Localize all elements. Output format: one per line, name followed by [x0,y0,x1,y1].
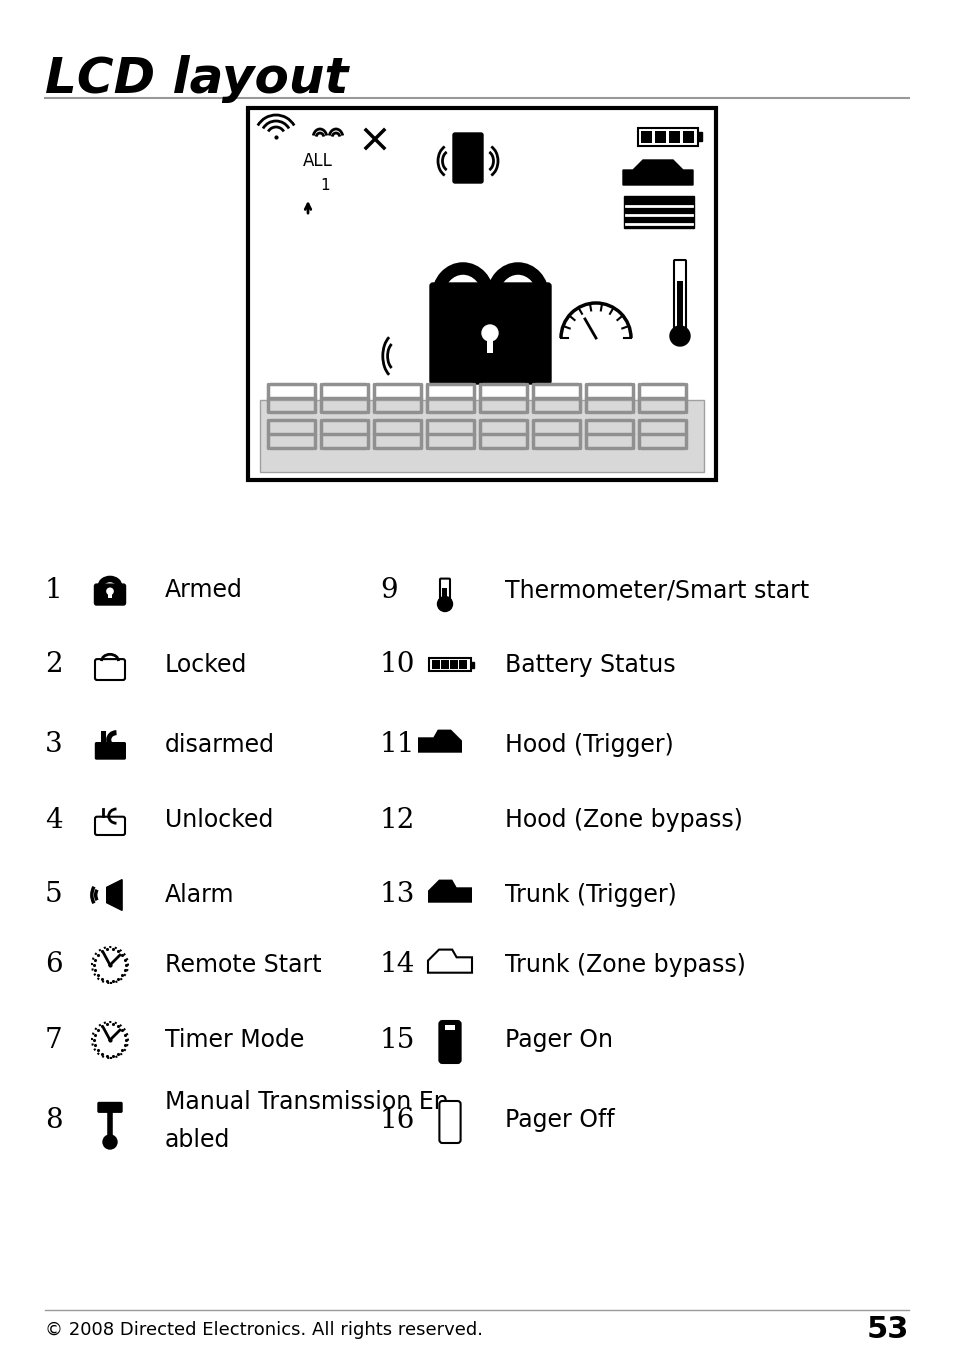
Text: Battery Status: Battery Status [504,654,675,677]
Text: 10: 10 [379,651,416,678]
Text: ALL: ALL [303,152,333,170]
Text: 5: 5 [45,882,63,909]
FancyBboxPatch shape [98,1102,122,1112]
Text: Locked: Locked [165,654,247,677]
Text: 2: 2 [45,651,63,678]
Text: Timer Mode: Timer Mode [165,1027,304,1052]
Text: abled: abled [165,1128,230,1152]
FancyBboxPatch shape [284,313,305,342]
Text: Hood (Zone bypass): Hood (Zone bypass) [504,809,742,832]
FancyBboxPatch shape [673,260,685,337]
Text: 4: 4 [45,806,63,833]
Text: Thermometer/Smart start: Thermometer/Smart start [504,578,808,602]
Text: Trunk (Trigger): Trunk (Trigger) [504,883,676,906]
FancyBboxPatch shape [440,660,449,669]
Circle shape [437,597,452,612]
Text: 53: 53 [865,1316,908,1344]
Text: Remote Start: Remote Start [165,953,321,977]
Text: 14: 14 [379,951,415,978]
FancyBboxPatch shape [444,1025,455,1030]
FancyBboxPatch shape [284,270,305,300]
Text: Trunk (Zone bypass): Trunk (Zone bypass) [504,953,745,977]
FancyBboxPatch shape [291,261,314,281]
FancyBboxPatch shape [94,584,126,605]
Text: Pager On: Pager On [504,1027,613,1052]
FancyBboxPatch shape [108,593,112,598]
Text: Pager Off: Pager Off [504,1108,614,1132]
FancyBboxPatch shape [248,107,716,480]
Polygon shape [622,160,692,185]
FancyBboxPatch shape [439,579,450,607]
FancyBboxPatch shape [95,659,125,680]
Text: disarmed: disarmed [165,733,274,757]
FancyBboxPatch shape [682,130,693,143]
Polygon shape [428,879,472,902]
FancyBboxPatch shape [442,587,447,602]
FancyBboxPatch shape [640,130,651,143]
FancyBboxPatch shape [439,1101,460,1143]
Text: 7: 7 [45,1026,63,1053]
FancyBboxPatch shape [291,219,314,239]
Circle shape [669,326,689,347]
FancyBboxPatch shape [453,133,482,183]
Text: 6: 6 [45,951,63,978]
Polygon shape [428,950,472,973]
Text: 8: 8 [45,1106,63,1133]
FancyBboxPatch shape [668,130,679,143]
Text: 15: 15 [379,1026,415,1053]
Text: 1: 1 [319,178,330,193]
Polygon shape [417,730,461,753]
FancyBboxPatch shape [638,128,698,145]
Text: Alarm: Alarm [165,883,234,906]
FancyBboxPatch shape [284,228,305,258]
Text: 12: 12 [379,806,415,833]
Text: Unlocked: Unlocked [165,809,274,832]
FancyBboxPatch shape [698,132,701,141]
FancyBboxPatch shape [95,817,125,834]
Text: Armed: Armed [165,578,243,602]
Text: Hood (Trigger): Hood (Trigger) [504,733,673,757]
Circle shape [103,1135,117,1148]
Text: 13: 13 [379,882,415,909]
FancyBboxPatch shape [95,743,109,758]
FancyBboxPatch shape [439,1021,460,1063]
FancyBboxPatch shape [429,658,471,671]
Text: 3: 3 [45,731,63,758]
Text: 9: 9 [379,576,397,603]
Text: 11: 11 [379,731,416,758]
FancyBboxPatch shape [432,660,439,669]
FancyBboxPatch shape [291,303,314,323]
Circle shape [481,325,497,341]
FancyBboxPatch shape [450,660,457,669]
Text: Manual Transmission En-: Manual Transmission En- [165,1090,456,1114]
FancyBboxPatch shape [458,660,467,669]
Circle shape [107,588,113,594]
Text: © 2008 Directed Electronics. All rights reserved.: © 2008 Directed Electronics. All rights … [45,1321,482,1339]
FancyBboxPatch shape [486,337,493,353]
FancyBboxPatch shape [655,130,665,143]
Polygon shape [107,879,122,911]
FancyBboxPatch shape [677,281,682,336]
FancyBboxPatch shape [260,400,703,472]
FancyBboxPatch shape [471,662,474,669]
FancyBboxPatch shape [109,743,125,758]
Text: 1: 1 [45,576,63,603]
Text: 16: 16 [379,1106,415,1133]
Text: LCD layout: LCD layout [45,54,348,103]
FancyBboxPatch shape [430,283,551,385]
FancyBboxPatch shape [623,196,693,228]
